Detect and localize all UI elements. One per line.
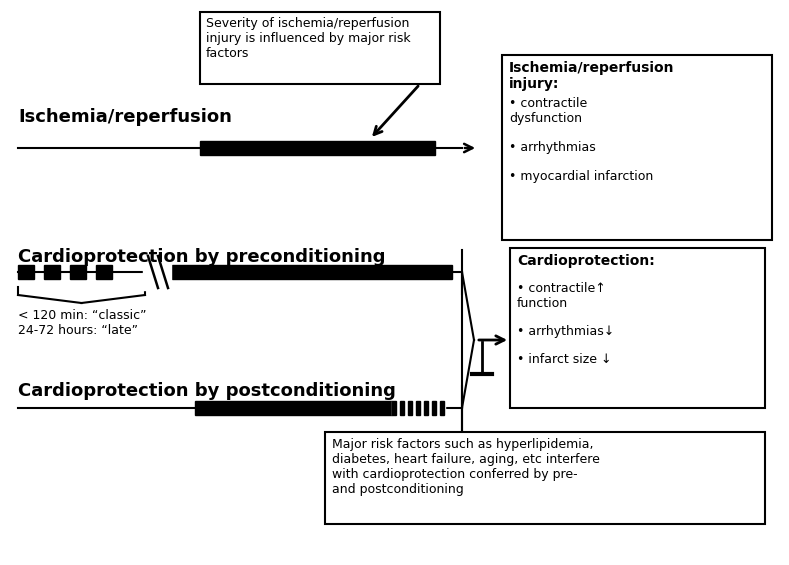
Text: Severity of ischemia/reperfusion
injury is influenced by major risk
factors: Severity of ischemia/reperfusion injury … bbox=[206, 17, 410, 60]
Bar bbox=[408, 401, 412, 415]
Text: < 120 min: “classic”
24-72 hours: “late”: < 120 min: “classic” 24-72 hours: “late” bbox=[18, 309, 147, 337]
Bar bbox=[392, 401, 445, 415]
Bar bbox=[400, 401, 404, 415]
Bar bbox=[195, 401, 392, 415]
Bar bbox=[392, 401, 396, 415]
Text: Ischemia/reperfusion
injury:: Ischemia/reperfusion injury: bbox=[509, 61, 675, 91]
Bar bbox=[172, 265, 452, 279]
FancyBboxPatch shape bbox=[510, 248, 765, 408]
FancyBboxPatch shape bbox=[200, 12, 440, 84]
Bar bbox=[424, 401, 428, 415]
Bar bbox=[200, 141, 435, 155]
Text: • arrhythmias↓: • arrhythmias↓ bbox=[517, 325, 615, 338]
Bar bbox=[70, 265, 86, 279]
Text: Cardioprotection by preconditioning: Cardioprotection by preconditioning bbox=[18, 248, 386, 266]
Bar bbox=[44, 265, 60, 279]
Bar bbox=[416, 401, 420, 415]
Bar bbox=[440, 401, 444, 415]
Text: • contractile
dysfunction: • contractile dysfunction bbox=[509, 97, 587, 125]
Text: Cardioprotection:: Cardioprotection: bbox=[517, 254, 655, 268]
Bar bbox=[96, 265, 112, 279]
Text: • arrhythmias: • arrhythmias bbox=[509, 141, 596, 154]
Bar bbox=[432, 401, 436, 415]
Bar bbox=[143, 254, 171, 290]
Text: • infarct size ↓: • infarct size ↓ bbox=[517, 353, 611, 366]
FancyBboxPatch shape bbox=[325, 432, 765, 524]
Text: • contractile↑
function: • contractile↑ function bbox=[517, 282, 606, 310]
FancyBboxPatch shape bbox=[502, 55, 772, 240]
Text: Ischemia/reperfusion: Ischemia/reperfusion bbox=[18, 108, 232, 126]
Bar bbox=[18, 265, 34, 279]
Text: Cardioprotection by postconditioning: Cardioprotection by postconditioning bbox=[18, 382, 396, 400]
Text: • myocardial infarction: • myocardial infarction bbox=[509, 170, 653, 183]
Text: Major risk factors such as hyperlipidemia,
diabetes, heart failure, aging, etc i: Major risk factors such as hyperlipidemi… bbox=[332, 438, 600, 496]
